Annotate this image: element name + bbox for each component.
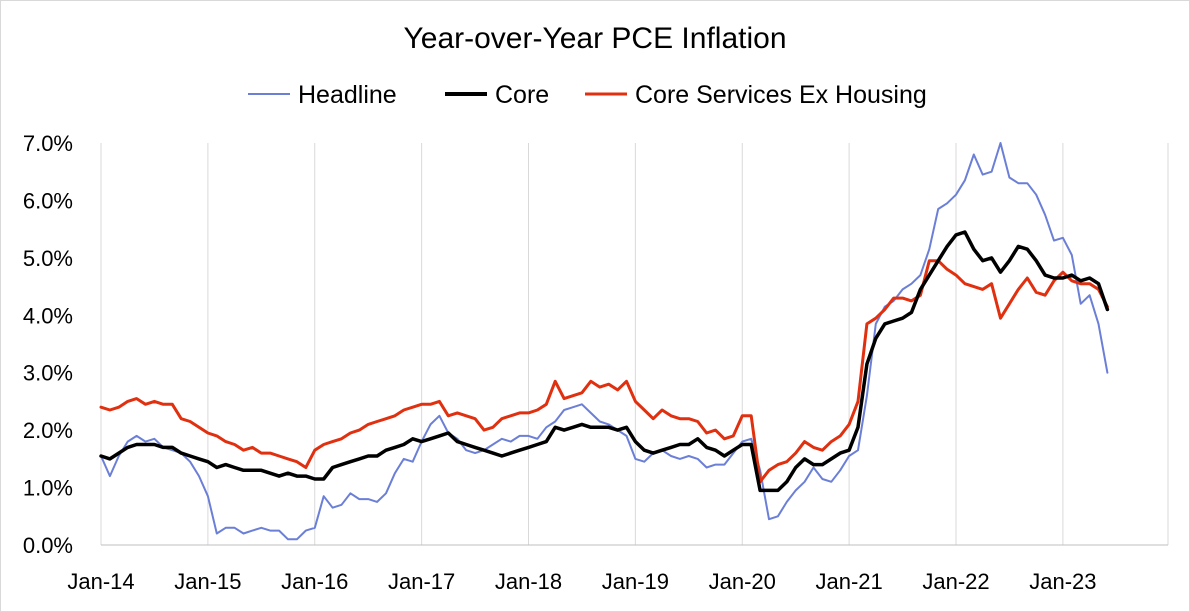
y-tick-label: 7.0% [23,131,73,156]
x-tick-label: Jan-15 [174,569,241,594]
y-tick-label: 0.0% [23,533,73,558]
legend-label: Core [495,81,549,109]
y-tick-label: 5.0% [23,246,73,271]
y-axis-ticks: 0.0% 1.0% 2.0% 3.0% 4.0% 5.0% 6.0% 7.0% [23,131,73,558]
chart-title: Year-over-Year PCE Inflation [404,22,787,55]
y-tick-label: 6.0% [23,188,73,213]
legend-label: Core Services Ex Housing [635,81,927,109]
chart-axes [100,143,1168,546]
x-tick-label: Jan-19 [602,569,669,594]
series-lines [99,142,1110,541]
x-tick-label: Jan-16 [281,569,348,594]
x-axis-ticks: Jan-14 Jan-15 Jan-16 Jan-17 Jan-18 Jan-19 Jan-… [67,569,1096,594]
x-tick-label: Jan-20 [709,569,776,594]
y-tick-label: 1.0% [23,476,73,501]
series-line-headline [100,142,1109,541]
y-tick-label: 3.0% [23,361,73,386]
x-tick-label: Jan-21 [815,569,882,594]
series-line-core [99,230,1110,493]
gridlines [207,143,1169,545]
x-tick-label: Jan-18 [495,569,562,594]
series-line-core-services-ex-housing [99,259,1109,484]
legend-label: Headline [298,81,397,109]
x-tick-label: Jan-17 [388,569,455,594]
x-tick-label: Jan-22 [922,569,989,594]
x-tick-label: Jan-14 [67,569,134,594]
x-tick-label: Jan-23 [1029,569,1096,594]
y-tick-label: 4.0% [23,303,73,328]
chart-legend: Headline Core Core Services Ex Housing [248,81,927,109]
y-tick-label: 2.0% [23,418,73,443]
